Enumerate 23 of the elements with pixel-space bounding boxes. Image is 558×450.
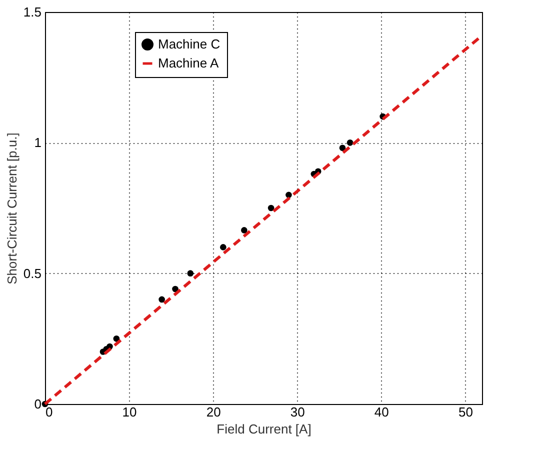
point	[172, 286, 178, 292]
x-tick-label: 30	[290, 404, 305, 420]
point	[113, 336, 120, 342]
x-tick-label: 20	[206, 404, 221, 420]
y-tick-label: 1	[34, 135, 42, 150]
point	[339, 144, 346, 152]
point	[268, 204, 274, 212]
legend-label: Machine C	[158, 36, 220, 52]
point	[187, 270, 194, 276]
y-axis-title: Short-Circuit Current [p.u.]	[4, 132, 20, 284]
x-tick-label: 10	[122, 404, 137, 420]
x-axis-title: Field Current [A]	[216, 422, 312, 436]
point	[220, 244, 226, 250]
point	[241, 227, 248, 234]
point	[158, 296, 165, 303]
x-tick-label: 40	[374, 404, 389, 420]
x-tick-label: 0	[46, 404, 53, 420]
point	[286, 192, 292, 198]
legend-label: Machine A	[158, 56, 220, 70]
y-tick-label: 1.5	[23, 4, 42, 20]
point	[346, 140, 354, 146]
x-tick-label: 50	[458, 404, 473, 420]
y-tick-label: 0.5	[23, 266, 42, 281]
